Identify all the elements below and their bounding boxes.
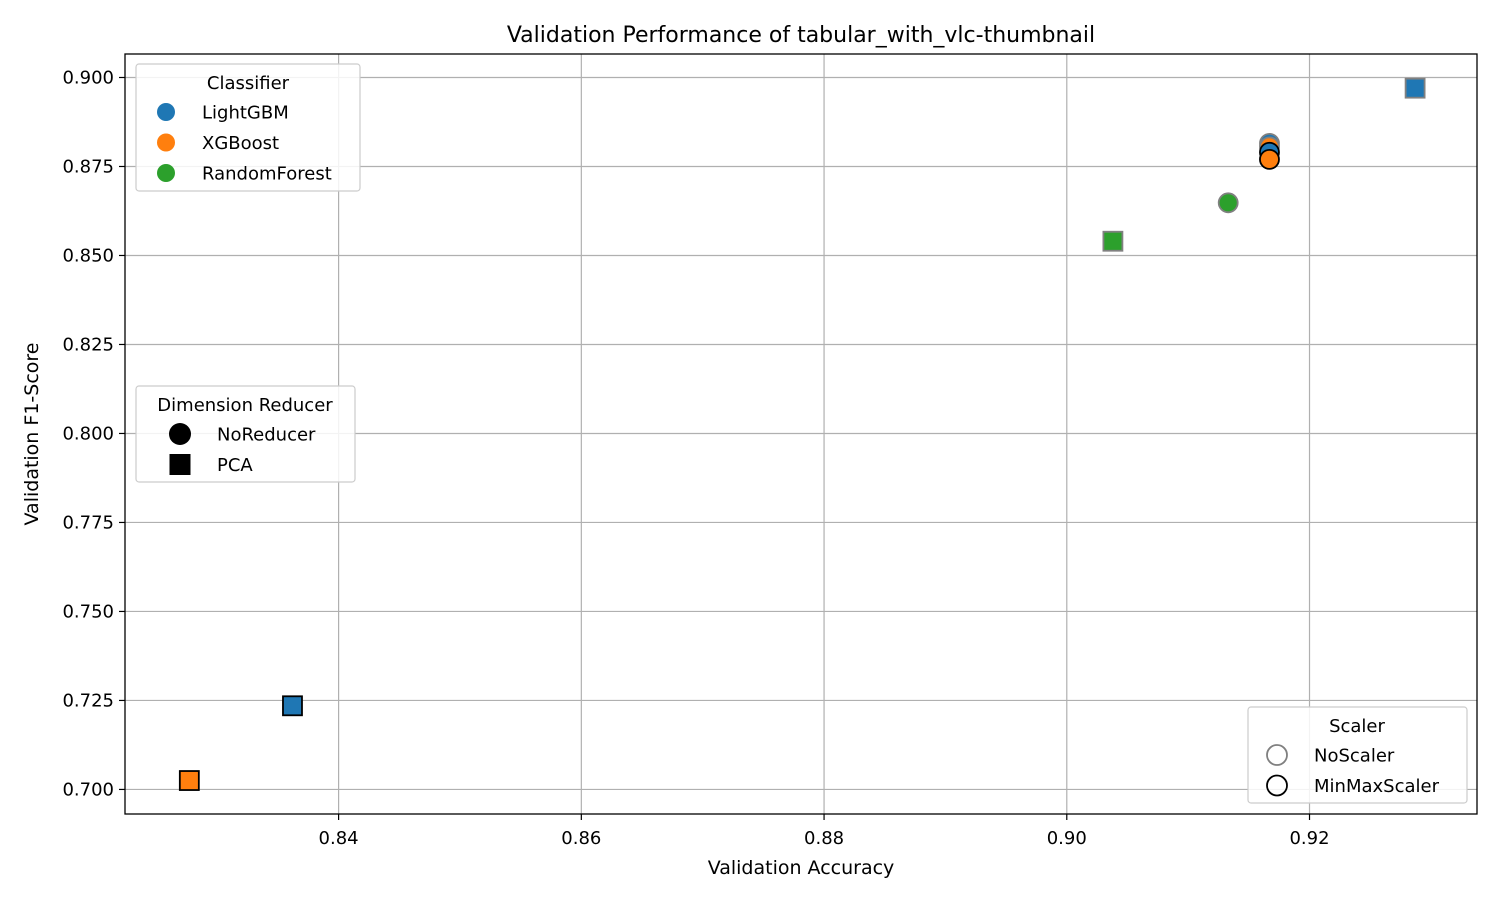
circle-marker-icon (157, 164, 175, 182)
point-lightgbm-pca-minmaxscaler (282, 695, 303, 717)
legend-box (1247, 706, 1468, 804)
square-marker-icon (169, 454, 191, 475)
point-randomforest-pca-noscaler (1102, 230, 1124, 252)
legend-dimension-reducer: Dimension Reducer NoReducer PCA (135, 385, 356, 483)
legend-title: Scaler (1329, 716, 1385, 737)
legend-entry-label: MinMaxScaler (1314, 776, 1440, 797)
grid (125, 54, 1477, 814)
x-axis-label: Validation Accuracy (708, 857, 895, 879)
y-tick-label: 0.775 (62, 512, 114, 533)
legend-entry-label: PCA (217, 455, 253, 476)
y-tick-label: 0.750 (62, 601, 114, 622)
y-tick-label: 0.700 (62, 779, 114, 800)
legend-classifier: Classifier LightGBM XGBoost RandomForest (135, 63, 361, 192)
legend-title: Dimension Reducer (157, 395, 333, 416)
axis-ticks: 0.84 0.86 0.88 0.90 0.92 0.700 0.725 0.750 0.775… (62, 67, 1329, 849)
y-tick-label: 0.800 (62, 423, 114, 444)
circle-outline-marker-icon (1266, 774, 1288, 797)
circle-outline-marker-icon (1266, 744, 1288, 766)
y-tick-label: 0.725 (62, 690, 114, 711)
legend-box (135, 385, 356, 483)
y-tick-label: 0.900 (62, 67, 114, 88)
circle-marker-icon (157, 103, 175, 121)
legend-entry-label: NoReducer (217, 425, 316, 446)
legend-scaler: Scaler NoScaler MinMaxScaler (1247, 706, 1468, 804)
y-tick-label: 0.825 (62, 334, 114, 355)
legend-title: Classifier (207, 73, 290, 94)
legend-box (135, 63, 361, 192)
point-randomforest-noreducer-noscaler (1217, 192, 1239, 214)
y-axis-label: Validation F1-Score (21, 343, 43, 526)
circle-marker-icon (157, 133, 175, 152)
legends: Classifier LightGBM XGBoost RandomForest Dim… (135, 63, 1468, 804)
x-tick-label: 0.86 (561, 828, 601, 849)
circle-marker-icon (169, 423, 191, 445)
legend-entry-label: XGBoost (202, 133, 279, 154)
x-tick-label: 0.84 (319, 828, 359, 849)
x-tick-label: 0.88 (804, 828, 844, 849)
chart-title: Validation Performance of tabular_with_v… (507, 23, 1095, 48)
x-tick-label: 0.90 (1047, 828, 1087, 849)
data-points (178, 77, 1426, 791)
y-tick-label: 0.875 (62, 156, 114, 177)
point-xgboost-pca-minmaxscaler (178, 770, 200, 791)
x-tick-label: 0.92 (1289, 828, 1329, 849)
legend-entry-label: RandomForest (202, 164, 332, 185)
y-tick-label: 0.850 (62, 245, 114, 266)
legend-entry-label: NoScaler (1314, 746, 1395, 767)
point-lightgbm-pca-noscaler (1404, 77, 1426, 99)
point-xgboost-noreducer-minmaxscaler (1259, 148, 1280, 170)
legend-entry-label: LightGBM (202, 103, 289, 124)
